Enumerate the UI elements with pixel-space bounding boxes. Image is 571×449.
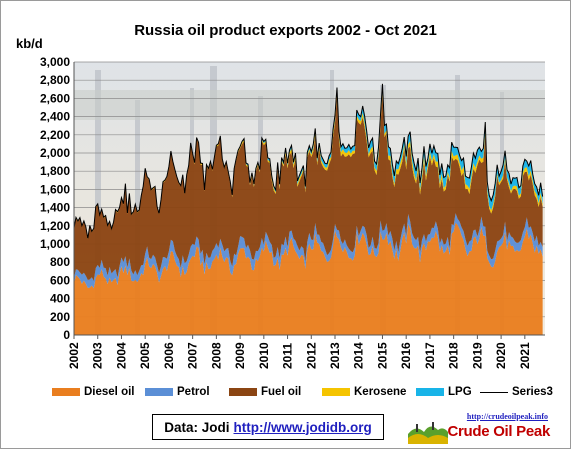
y-tick-label-2: 400 [50, 292, 70, 306]
legend-swatch-lpg [416, 388, 444, 396]
legend: Diesel oil Petrol Fuel oil Kerosene LPG … [40, 386, 570, 404]
legend-swatch-fuel-oil [229, 388, 257, 396]
legend-item-kerosene: Kerosene [322, 386, 406, 398]
y-tick-label-15: 3,000 [40, 55, 70, 69]
x-tick-label-2018: 2018 [447, 342, 461, 369]
x-tick-label-2020: 2020 [494, 342, 508, 369]
legend-item-lpg: LPG [416, 386, 472, 398]
x-tick-label-2002: 2002 [67, 342, 81, 369]
x-tick-label-2008: 2008 [209, 342, 223, 369]
legend-label-lpg: LPG [448, 386, 472, 398]
x-tick-label-2003: 2003 [91, 342, 105, 369]
legend-label-fuel-oil: Fuel oil [261, 386, 302, 398]
y-axis-unit-label: kb/d [16, 36, 43, 51]
x-tick-label-2011: 2011 [281, 343, 295, 369]
legend-label-series3: Series3 [512, 386, 553, 398]
legend-item-diesel: Diesel oil [52, 386, 135, 398]
legend-item-petrol: Petrol [145, 386, 210, 398]
x-tick-label-2017: 2017 [423, 342, 437, 369]
legend-label-petrol: Petrol [177, 386, 210, 398]
area-diesel-oil [74, 222, 543, 335]
stacked-areas [74, 83, 543, 335]
x-tick-label-2015: 2015 [375, 342, 389, 369]
x-tick-label-2016: 2016 [399, 342, 413, 369]
legend-swatch-diesel [52, 388, 80, 396]
data-source-link[interactable]: http://www.jodidb.org [233, 419, 372, 435]
logo-url[interactable]: http://crudeoilpeak.info [466, 412, 548, 421]
x-tick-labels: 2002 2003 2004 2005 2006 2007 2008 2009 2010 2011… [67, 335, 532, 369]
chart-title: Russia oil product exports 2002 - Oct 20… [134, 22, 437, 39]
x-tick-label-2013: 2013 [328, 342, 342, 369]
y-tick-label-4: 800 [50, 255, 70, 269]
y-tick-label-12: 2,400 [40, 110, 70, 124]
legend-label-kerosene: Kerosene [354, 386, 407, 398]
x-tick-label-2014: 2014 [352, 342, 366, 369]
data-source-box: Data: Jodi http://www.jodidb.org [152, 414, 384, 440]
series3-total-line [73, 83, 544, 239]
background-plant-band [74, 90, 545, 120]
legend-item-series3: Series3 [480, 386, 553, 398]
y-tick-labels: 0 200 400 600 800 1,000 1,200 1,400 1,600 1,800 2,… [40, 55, 70, 342]
x-tick-label-2021: 2021 [518, 342, 532, 369]
y-tick-label-7: 1,400 [40, 201, 70, 215]
y-tick-label-6: 1,200 [40, 219, 70, 233]
data-source-label: Data: Jodi [164, 419, 230, 435]
legend-swatch-petrol [145, 388, 173, 396]
y-tick-label-10: 2,000 [40, 146, 70, 160]
x-tick-label-2010: 2010 [257, 342, 271, 369]
x-tick-label-2004: 2004 [114, 342, 128, 369]
background-tower-0 [95, 70, 101, 335]
legend-swatch-series3 [480, 391, 508, 393]
y-tick-label-0: 0 [63, 328, 70, 342]
total-line-group [73, 83, 544, 239]
legend-label-diesel: Diesel oil [84, 386, 135, 398]
y-tick-label-13: 2,600 [40, 91, 70, 105]
y-tick-label-5: 1,000 [40, 237, 70, 251]
x-tick-label-2007: 2007 [186, 342, 200, 369]
y-tick-label-3: 600 [50, 273, 70, 287]
legend-swatch-kerosene [322, 388, 350, 396]
area-petrol [74, 213, 543, 289]
y-tick-label-14: 2,800 [40, 73, 70, 87]
x-tick-label-2006: 2006 [162, 342, 176, 369]
y-tick-label-8: 1,600 [40, 182, 70, 196]
area-fuel-oil [74, 93, 543, 281]
x-tick-label-2012: 2012 [304, 342, 318, 369]
x-tick-label-2005: 2005 [138, 342, 152, 369]
y-tick-label-11: 2,200 [40, 128, 70, 142]
y-tick-label-9: 1,800 [40, 164, 70, 178]
legend-item-fuel-oil: Fuel oil [229, 386, 301, 398]
logo-name: Crude Oil Peak [447, 423, 550, 440]
axes [73, 62, 545, 336]
y-tick-label-1: 200 [50, 310, 70, 324]
oil-field-logo-icon [408, 422, 448, 444]
crude-oil-peak-logo: http://crudeoilpeak.info Crude Oil Peak [408, 412, 558, 444]
x-tick-label-2009: 2009 [233, 342, 247, 369]
x-tick-label-2019: 2019 [470, 342, 484, 369]
